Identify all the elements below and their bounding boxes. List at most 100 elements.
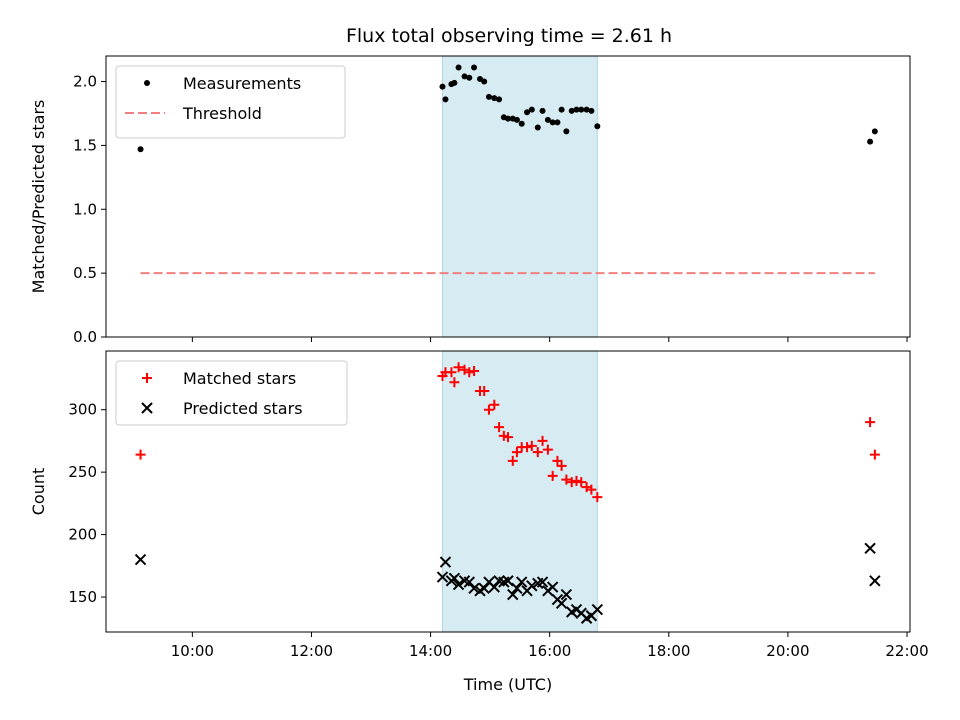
y-tick-label: 0.0: [73, 328, 97, 346]
data-point: [436, 571, 449, 583]
data-point: [491, 95, 498, 102]
data-point: [573, 106, 580, 113]
data-point: [869, 449, 880, 460]
y-axis-label: Matched/Predicted stars: [29, 100, 48, 294]
data-point: [503, 432, 513, 443]
data-point: [518, 120, 525, 127]
data-point: [455, 64, 462, 71]
data-point: [496, 96, 503, 103]
data-point: [515, 576, 528, 588]
data-point: [578, 106, 585, 113]
data-point: [871, 128, 878, 135]
legend-label: Threshold: [182, 104, 262, 123]
x-tick-label: 18:00: [647, 642, 690, 660]
data-point: [586, 484, 597, 495]
y-tick-label: 200: [68, 526, 97, 544]
y-tick-label: 0.5: [73, 264, 97, 282]
data-point: [483, 404, 494, 415]
x-tick-label: 14:00: [409, 642, 452, 660]
y-tick-label: 250: [68, 463, 97, 481]
data-point: [549, 119, 556, 126]
data-point: [439, 556, 452, 568]
data-point: [489, 399, 500, 410]
data-point: [547, 470, 558, 481]
legend: Measurements Threshold: [115, 65, 346, 139]
data-point: [563, 128, 570, 135]
legend-handle: [144, 80, 150, 86]
data-point: [532, 447, 543, 458]
y-tick-label: 1.5: [73, 136, 97, 154]
data-point: [466, 74, 473, 81]
axes-frame: [105, 350, 911, 633]
data-point: [865, 417, 876, 428]
data-point: [471, 64, 478, 71]
x-axis-label: Time (UTC): [463, 675, 552, 694]
data-point: [556, 460, 567, 471]
y-tick-label: 1.0: [73, 200, 97, 218]
data-point: [452, 578, 465, 591]
series-predicted-stars: [134, 542, 881, 624]
data-point: [534, 124, 541, 131]
x-tick-label: 12:00: [290, 642, 333, 660]
legend: Matched stars Predicted stars: [115, 360, 348, 426]
data-point: [502, 575, 514, 587]
data-point: [555, 597, 568, 609]
data-point: [537, 435, 548, 446]
data-point: [592, 492, 603, 503]
series-matched-stars: [135, 362, 880, 503]
data-point: [485, 93, 492, 100]
legend-label: Measurements: [183, 74, 301, 93]
data-point: [576, 477, 587, 488]
data-point: [453, 362, 464, 373]
data-point: [542, 444, 553, 455]
x-tick-label: 16:00: [528, 642, 571, 660]
legend-label: Predicted stars: [183, 399, 303, 418]
legend-box: [115, 65, 346, 139]
data-point: [494, 422, 505, 433]
data-point: [507, 455, 518, 466]
data-point: [505, 115, 511, 122]
data-point: [513, 116, 520, 123]
data-point: [571, 475, 582, 486]
observing-window-span: [441, 55, 598, 338]
axes-frame: [105, 55, 911, 338]
data-point: [511, 582, 523, 594]
y-tick-label: 2.0: [73, 73, 97, 91]
data-point: [451, 79, 458, 86]
data-point: [507, 588, 519, 601]
data-point: [488, 581, 501, 593]
y-tick-label: 150: [68, 588, 97, 606]
data-point: [135, 449, 146, 460]
series-measurements: [137, 64, 878, 153]
data-point: [524, 109, 531, 116]
data-point: [558, 106, 565, 113]
bottom-panel: 150 200 250 300 10:00 12:00 14:00 16:00 18:00 20:…: [29, 350, 929, 694]
data-point: [526, 440, 537, 451]
data-point: [869, 575, 881, 587]
legend-box: [115, 360, 348, 426]
data-point: [478, 582, 490, 594]
data-point: [463, 576, 475, 588]
data-point: [461, 73, 468, 80]
data-point: [554, 119, 561, 126]
top-panel: 0.0 0.5 1.0 1.5 2.0 Matched/Predicted stars Me…: [29, 55, 911, 346]
x-tick-label: 20:00: [766, 642, 809, 660]
data-point: [561, 474, 572, 485]
data-point: [560, 588, 573, 601]
data-point: [528, 106, 535, 113]
chart-title: Flux total observing time = 2.61 h: [346, 25, 672, 47]
data-point: [439, 83, 446, 90]
legend-handle: [141, 402, 153, 414]
legend-handle: [142, 373, 152, 383]
data-point: [588, 107, 595, 114]
data-point: [449, 377, 460, 388]
data-point: [546, 581, 559, 593]
data-point: [448, 572, 461, 585]
data-point: [568, 107, 575, 114]
x-tick-label: 10:00: [171, 642, 214, 660]
observing-window-span: [441, 350, 598, 633]
x-tick-label: 22:00: [885, 642, 928, 660]
data-point: [137, 146, 144, 153]
data-point: [591, 603, 604, 616]
